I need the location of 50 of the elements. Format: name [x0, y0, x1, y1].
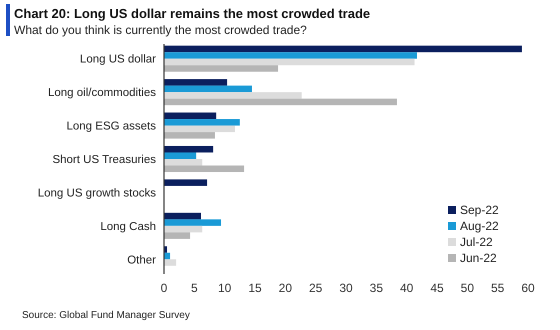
bar: [164, 92, 302, 99]
legend-label: Aug-22: [460, 219, 500, 233]
bar: [164, 79, 228, 86]
x-tick-label: 25: [308, 281, 323, 295]
x-tick-label: 45: [430, 281, 444, 295]
bar: [164, 159, 202, 166]
x-tick-label: 40: [400, 281, 414, 295]
bar: [164, 166, 244, 172]
bar: [164, 126, 235, 132]
legend-label: Sep-22: [460, 203, 500, 217]
bar: [164, 252, 170, 260]
x-tick-label: 10: [218, 281, 232, 295]
chart-subtitle: What do you think is currently the most crowded trade?: [14, 23, 308, 37]
y-tick-label: Long Cash: [100, 220, 156, 233]
x-tick-label: 15: [248, 281, 262, 295]
y-tick-label: Long US growth stocks: [38, 187, 156, 200]
bar: [164, 146, 214, 152]
x-tick-label: 0: [160, 281, 168, 295]
y-tick-label: Short US Treasuries: [52, 154, 156, 166]
bar: [164, 232, 190, 239]
bar: [164, 112, 216, 120]
y-tick-label: Long oil/commodities: [48, 87, 156, 100]
x-tick-label: 20: [278, 281, 292, 295]
x-tick-label: 35: [370, 281, 384, 295]
x-tick-label: 50: [460, 281, 474, 295]
source-note: Source: Global Fund Manager Survey: [22, 310, 190, 321]
bar: [164, 259, 176, 266]
legend-label: Jun-22: [460, 251, 498, 265]
bar: [164, 226, 202, 232]
x-tick-label: 30: [339, 281, 353, 295]
y-tick-label: Other: [127, 254, 156, 266]
x-tick-label: 5: [190, 281, 198, 295]
legend-label: Jul-22: [460, 235, 494, 249]
chart-title: Chart 20: Long US dollar remains the most crowded trade: [14, 6, 370, 21]
bar: [164, 132, 215, 139]
bar: [164, 119, 240, 126]
bar: [164, 179, 208, 186]
y-tick-label: Long ESG assets: [66, 120, 156, 133]
bar: [164, 212, 202, 220]
bar: [164, 86, 252, 92]
bar: [164, 58, 415, 66]
bar: [164, 65, 278, 72]
x-tick-label: 60: [521, 281, 535, 295]
bar: [164, 152, 196, 159]
x-tick-label: 55: [490, 281, 505, 295]
y-tick-label: Long US dollar: [80, 54, 156, 66]
bar: [164, 52, 417, 59]
bar: [164, 219, 222, 226]
bar: [164, 98, 397, 106]
bar: [164, 46, 522, 52]
